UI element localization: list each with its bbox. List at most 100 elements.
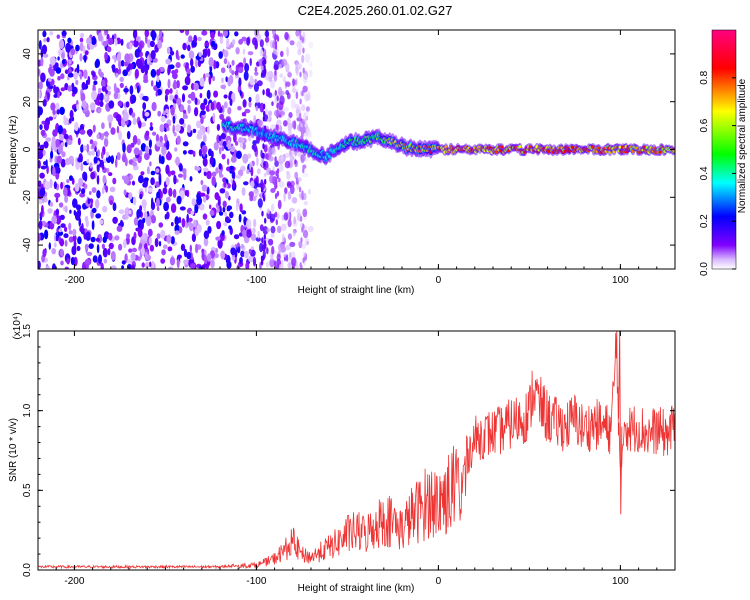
spectrogram-noise-cell [66, 258, 70, 265]
spectrogram-noise-cell [99, 92, 104, 102]
spectrogram-noise-cell [78, 177, 84, 187]
spectrogram-noise-cell [166, 140, 170, 151]
spectrogram-noise-cell [144, 30, 150, 38]
spectrogram-noise-cell [59, 214, 65, 220]
signal-core-cell [500, 145, 504, 149]
spectrogram-noise-cell [113, 33, 117, 39]
spectrogram-noise-cell [68, 59, 72, 65]
spectrogram-noise-cell [204, 41, 210, 47]
spectrogram-noise-cell [170, 170, 176, 176]
spectrogram-noise-cell [108, 100, 115, 109]
spectrogram-noise-cell [231, 70, 235, 76]
spectrogram-noise-cell [210, 150, 214, 159]
spectrogram-noise-cell [91, 36, 97, 46]
snr-series-line [38, 331, 675, 570]
spectrogram-noise-cell [216, 123, 221, 131]
spectrogram-noise-cell [106, 46, 112, 53]
spectrogram-noise-cell [160, 155, 165, 165]
spectrogram-noise-cell [131, 112, 136, 118]
spectrogram-noise-cell [218, 169, 223, 176]
spectrogram-noise-cell [125, 236, 130, 245]
spectrogram-noise-cell [170, 236, 175, 245]
spectrogram-noise-cell [137, 228, 143, 238]
spectrogram-noise-cell [50, 150, 54, 159]
spectrogram-noise-cell [45, 159, 48, 168]
spectrogram-noise-cell [86, 37, 92, 45]
spectrogram-noise-cell [173, 79, 177, 89]
spectrogram-noise-cell [125, 213, 129, 220]
spectrogram-noise-cell [198, 51, 202, 58]
spectrogram-noise-cell [143, 211, 148, 220]
spectrogram-noise-cell [190, 91, 196, 102]
spectrogram-noise-cell [102, 236, 107, 243]
spectrogram-noise-cell [133, 231, 137, 240]
spectrogram-noise-cell [147, 39, 151, 48]
spectrogram-noise-cell [50, 102, 56, 111]
spectrogram-noise-cell [268, 238, 274, 246]
spectrogram-noise-cell [59, 106, 65, 115]
spectrogram-noise-cell [283, 191, 286, 202]
spectrogram-noise-cell [182, 85, 189, 91]
spectrogram-streak-cell [274, 35, 277, 41]
spectrogram-noise-cell [40, 165, 47, 170]
spectrogram-noise-cell [147, 228, 153, 237]
spectrogram-noise-cell [56, 155, 62, 164]
spectrogram-noise-cell [217, 238, 223, 249]
spectrogram-noise-cell [278, 90, 285, 96]
spectrogram-streak-cell [261, 237, 264, 244]
spectrogram-noise-cell [64, 240, 68, 247]
spectrogram-noise-cell [126, 130, 131, 140]
spectrogram-noise-cell [302, 251, 306, 257]
spectrogram-noise-cell [199, 92, 203, 99]
spectrogram-noise-cell [114, 38, 118, 46]
spectrogram-noise-cell [61, 59, 66, 65]
spectrogram-noise-cell [211, 171, 217, 177]
spectrogram-noise-cell [252, 227, 256, 234]
spectrogram-noise-cell [155, 91, 159, 97]
spectrogram-y-tick-label: 0 [22, 146, 33, 152]
spectrogram-noise-cell [221, 145, 225, 152]
spectrogram-streak-cell [262, 192, 265, 199]
spectrogram-x-tick-label: 0 [436, 275, 442, 286]
spectrogram-streak-cell [274, 156, 277, 163]
snr-panel: -200 -100 0 100 0.0 0.5 1.0 1.5 Height of strai… [8, 312, 676, 594]
spectrogram-streak-cell [275, 265, 278, 269]
spectrogram-noise-cell [164, 133, 168, 142]
spectrogram-noise-cell [252, 140, 257, 146]
spectrogram-noise-cell [161, 146, 167, 155]
spectrogram-noise-cell [51, 139, 56, 150]
spectrogram-noise-cell [270, 203, 275, 212]
spectrogram-streak-cell [264, 58, 267, 65]
spectrogram-noise-cell [146, 166, 150, 175]
spectrogram-noise-cell [178, 163, 183, 172]
spectrogram-noise-cell [209, 204, 212, 210]
spectrogram-noise-cell [168, 266, 174, 269]
spectrogram-noise-cell [254, 78, 257, 84]
spectrogram-noise-cell [148, 148, 152, 156]
spectrogram-noise-cell [70, 256, 75, 266]
spectrogram-noise-cell [150, 214, 156, 224]
spectrogram-noise-cell [77, 137, 81, 146]
spectrogram-noise-cell [264, 172, 267, 177]
spectrogram-noise-cell [49, 201, 54, 207]
spectrogram-noise-cell [40, 129, 46, 137]
spectrogram-noise-cell [271, 101, 274, 106]
spectrogram-noise-cell [38, 160, 41, 169]
spectrogram-noise-cell [240, 250, 245, 258]
spectrogram-noise-cell [199, 192, 206, 197]
spectrogram-noise-cell [58, 202, 64, 208]
spectrogram-noise-cell [184, 76, 191, 86]
spectrogram-noise-cell [38, 142, 41, 147]
spectrogram-noise-cell [199, 265, 202, 269]
spectrogram-noise-cell [229, 98, 233, 107]
spectrogram-noise-cell [113, 82, 117, 93]
spectrogram-noise-cell [57, 230, 64, 236]
spectrogram-noise-cell [114, 158, 118, 168]
spectrogram-noise-cell [244, 63, 250, 73]
spectrogram-noise-cell [58, 228, 63, 233]
spectrogram-noise-cell [264, 36, 270, 43]
spectrogram-noise-cell [75, 44, 80, 52]
spectrogram-noise-cell [111, 265, 117, 269]
spectrogram-noise-cell [101, 243, 105, 250]
spectrogram-noise-cell [61, 128, 67, 136]
